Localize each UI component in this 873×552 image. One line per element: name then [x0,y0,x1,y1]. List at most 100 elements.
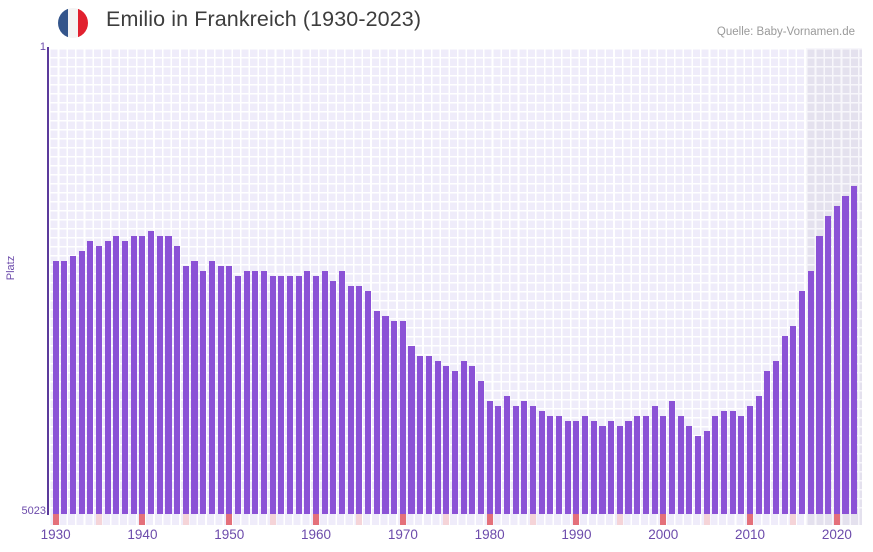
bar [590,421,597,514]
bar [78,250,85,514]
bar [286,275,294,514]
bar-series [49,48,862,514]
bar [148,230,155,514]
x-tick-1960 [313,514,320,525]
bar [634,416,641,514]
x-axis-label-1930: 1930 [40,527,71,542]
x-axis-label-2010: 2010 [735,527,766,542]
x-tick-2010 [747,514,754,525]
bar [443,366,450,514]
bar [694,436,701,514]
bar [616,426,623,514]
bar [625,421,632,514]
bar [790,325,797,514]
bar [486,401,493,514]
bar [87,240,94,514]
x-axis-label-1990: 1990 [561,527,592,542]
x-axis-label-1940: 1940 [127,527,158,542]
x-axis-label-2020: 2020 [821,527,852,542]
bar [521,401,528,514]
bar [330,280,337,514]
x-tick-1940 [139,514,146,525]
bar [799,290,806,514]
y-axis-line [47,47,49,515]
bar [825,215,832,514]
bar [408,345,415,514]
bar [425,355,432,514]
bar [226,265,233,514]
bar [738,416,745,514]
bar [399,320,406,514]
bar [113,235,120,514]
bar [260,270,267,514]
bar [573,421,580,514]
bar [130,235,137,514]
bar [668,401,675,514]
bar [495,406,502,514]
bar [451,371,458,514]
bar [52,260,59,514]
bar [773,361,780,514]
x-tick-2005 [703,514,710,525]
bar [703,431,710,514]
x-tick-1990 [573,514,580,525]
bar [677,416,684,514]
bar [191,260,198,514]
bar [781,335,788,514]
bar [373,310,380,514]
bar [660,416,667,514]
y-axis-top-label: 1 [39,41,46,53]
bar [503,396,511,514]
bar [582,416,589,514]
bar [200,270,207,514]
bar [96,245,103,514]
x-tick-2000 [660,514,667,525]
y-axis-title: Platz [5,255,17,281]
bar [122,240,129,514]
bar [512,406,519,514]
bar [729,411,736,514]
bar [851,185,858,514]
bar [252,270,259,514]
x-tick-2015 [790,514,797,525]
bar [764,371,771,514]
bar [208,260,215,514]
bar [269,275,276,514]
bar [720,411,728,514]
bar [651,406,658,514]
x-tick-2020 [833,514,840,525]
bar [842,195,849,514]
bar [304,270,311,514]
bar [382,315,389,514]
bar [547,416,554,514]
x-axis-label-1980: 1980 [474,527,505,542]
bar [174,245,181,514]
bar [217,265,224,514]
bar [460,361,467,514]
bar [816,235,823,514]
bar [686,426,693,514]
x-tick-1945 [182,514,189,525]
bar [608,421,615,514]
bar [339,270,346,514]
bar [747,406,754,514]
x-tick-1965 [356,514,363,525]
bar [243,270,250,514]
x-axis-tick-strip [49,514,862,525]
x-tick-1955 [269,514,276,525]
bar [391,320,398,514]
x-tick-1975 [443,514,450,525]
bar [417,355,424,514]
x-tick-1930 [52,514,59,525]
bar [182,265,189,514]
bar [139,235,146,514]
x-tick-1995 [616,514,623,525]
bar [469,366,476,514]
bar [313,275,320,514]
bar [712,416,719,514]
bar [642,416,649,514]
bar [833,205,840,514]
bar [807,270,814,514]
x-axis-label-1960: 1960 [301,527,332,542]
